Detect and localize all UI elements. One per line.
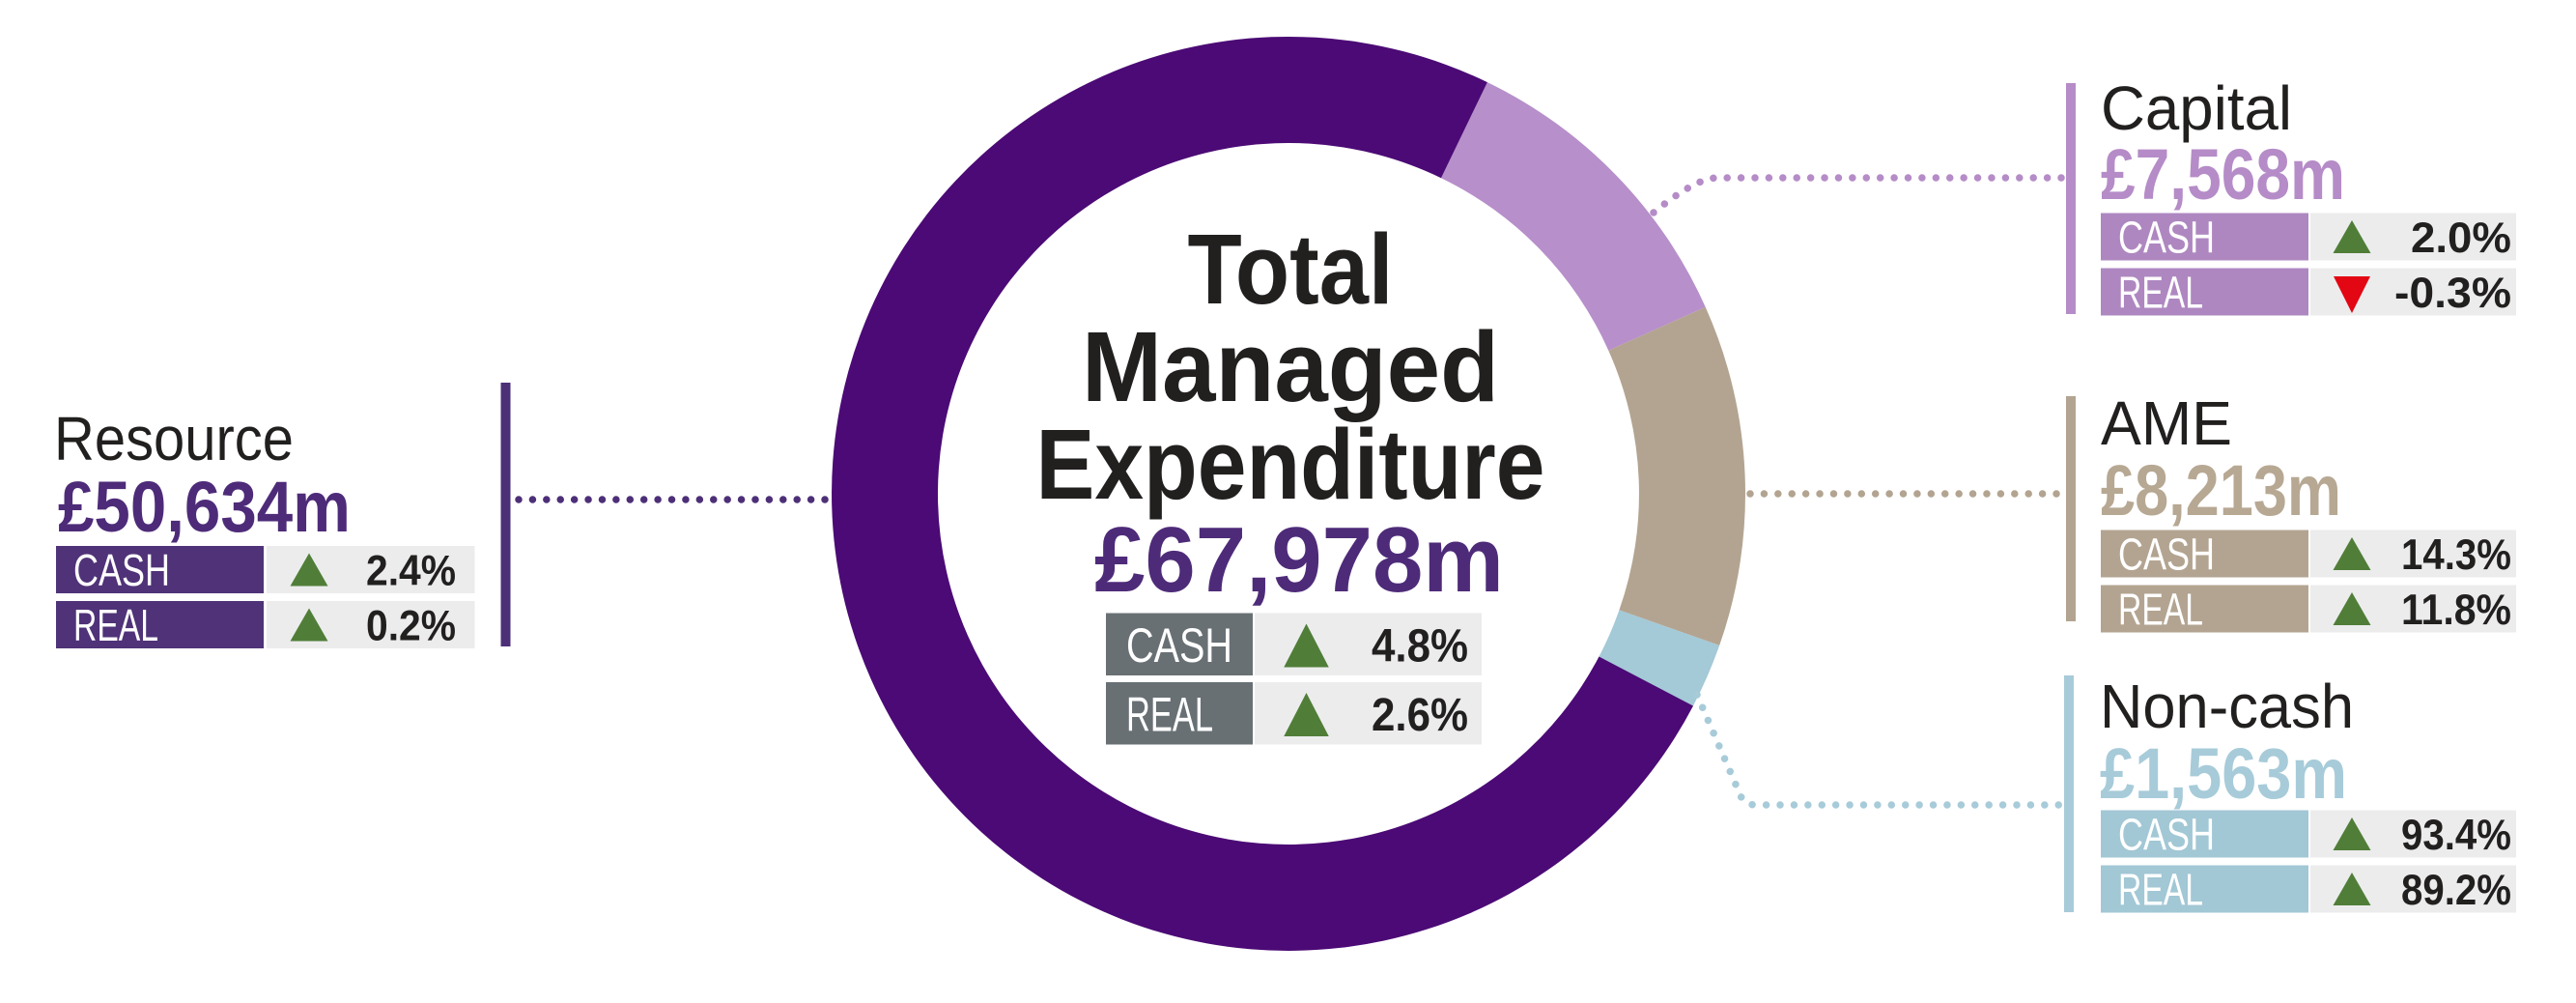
svg-text:Resource: Resource — [54, 404, 294, 473]
svg-text:REAL: REAL — [73, 600, 158, 650]
svg-text:CASH: CASH — [2118, 213, 2215, 263]
svg-text:CASH: CASH — [2118, 530, 2215, 580]
svg-text:11.8%: 11.8% — [2401, 587, 2511, 634]
svg-text:Capital: Capital — [2101, 73, 2292, 143]
svg-text:2.4%: 2.4% — [366, 548, 456, 595]
svg-text:2.6%: 2.6% — [1372, 690, 1468, 741]
svg-text:REAL: REAL — [2118, 268, 2203, 318]
svg-text:AME: AME — [2101, 388, 2232, 458]
svg-text:£50,634m: £50,634m — [58, 467, 351, 547]
svg-text:£8,213m: £8,213m — [2101, 450, 2341, 530]
svg-text:93.4%: 93.4% — [2401, 812, 2511, 859]
svg-text:Non-cash: Non-cash — [2100, 672, 2354, 741]
svg-text:£7,568m: £7,568m — [2101, 134, 2345, 215]
svg-text:Managed: Managed — [1082, 311, 1499, 422]
svg-text:£1,563m: £1,563m — [2100, 733, 2347, 814]
svg-text:REAL: REAL — [1126, 687, 1213, 741]
svg-text:REAL: REAL — [2118, 865, 2203, 915]
svg-text:0.2%: 0.2% — [366, 603, 456, 650]
svg-text:14.3%: 14.3% — [2401, 531, 2511, 579]
svg-text:-0.3%: -0.3% — [2394, 270, 2511, 317]
svg-text:CASH: CASH — [1126, 618, 1232, 673]
svg-text:89.2%: 89.2% — [2401, 867, 2511, 914]
svg-text:Expenditure: Expenditure — [1036, 409, 1545, 520]
svg-text:Total: Total — [1188, 214, 1394, 325]
svg-text:REAL: REAL — [2118, 585, 2203, 635]
svg-text:4.8%: 4.8% — [1372, 620, 1468, 672]
svg-text:CASH: CASH — [73, 545, 170, 595]
svg-text:£67,978m: £67,978m — [1094, 508, 1504, 612]
svg-text:CASH: CASH — [2118, 810, 2215, 860]
svg-text:2.0%: 2.0% — [2411, 215, 2511, 262]
